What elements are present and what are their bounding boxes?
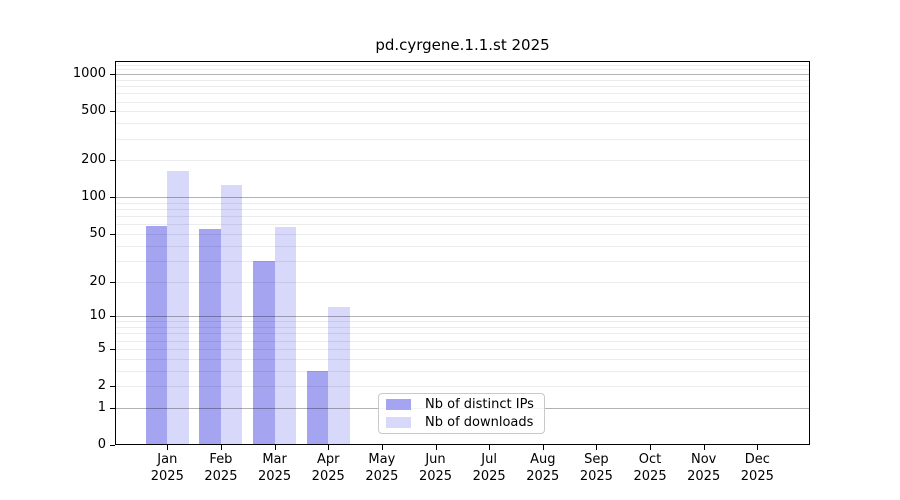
x-tick-label: Sep 2025 (579, 452, 613, 484)
x-tick-mark (489, 445, 491, 450)
y-tick-label: 0 (97, 437, 106, 452)
y-tick-label: 5 (97, 340, 106, 356)
minor-gridline (116, 216, 809, 218)
minor-gridline (116, 79, 809, 81)
y-tick-mark (110, 111, 115, 113)
x-tick-mark (381, 445, 383, 450)
legend-swatch-distinct-ips (386, 399, 411, 410)
y-tick-mark (110, 74, 115, 76)
x-tick-mark (757, 445, 759, 450)
minor-gridline (116, 123, 809, 125)
y-tick-mark (110, 386, 115, 388)
minor-gridline (116, 260, 809, 262)
minor-gridline (116, 64, 809, 66)
bar-downloads (167, 171, 189, 445)
chart-title: pd.cyrgene.1.1.st 2025 (375, 36, 550, 54)
minor-gridline (116, 234, 809, 236)
major-gridline (116, 316, 809, 318)
minor-gridline (116, 101, 809, 103)
legend-label-downloads: Nb of downloads (425, 414, 534, 430)
x-tick-label: Feb 2025 (204, 452, 238, 484)
minor-gridline (116, 358, 809, 360)
minor-gridline (116, 224, 809, 226)
minor-gridline (116, 386, 809, 388)
y-tick-label: 200 (81, 152, 106, 168)
x-tick-mark (596, 445, 598, 450)
minor-gridline (116, 209, 809, 211)
minor-gridline (116, 333, 809, 335)
x-tick-label: Jun 2025 (418, 452, 453, 484)
y-tick-mark (110, 348, 115, 350)
y-tick-label: 2 (97, 378, 106, 394)
x-tick-label: Nov 2025 (687, 452, 721, 484)
y-tick-mark (110, 445, 115, 446)
x-tick-mark (167, 445, 169, 450)
x-tick-label: Mar 2025 (258, 452, 292, 484)
minor-gridline (116, 245, 809, 247)
y-tick-label: 100 (81, 189, 106, 205)
y-tick-mark (110, 316, 115, 318)
minor-gridline (116, 370, 809, 372)
minor-gridline (116, 111, 809, 113)
minor-gridline (116, 321, 809, 323)
bar-downloads (274, 227, 297, 445)
x-tick-label: Oct 2025 (633, 452, 667, 484)
minor-gridline (116, 281, 809, 283)
plot-area-border (115, 61, 810, 445)
minor-gridline (116, 138, 809, 140)
x-tick-label: May 2025 (365, 452, 399, 484)
minor-gridline (116, 93, 809, 95)
bar-distinct-ips (145, 226, 168, 445)
x-tick-label: Dec 2025 (740, 452, 774, 484)
y-tick-label: 1 (97, 399, 106, 415)
y-tick-mark (110, 407, 115, 409)
legend-label-distinct-ips: Nb of distinct IPs (425, 396, 534, 412)
y-tick-label: 20 (89, 273, 106, 289)
minor-gridline (116, 327, 809, 329)
minor-gridline (116, 340, 809, 342)
bar-distinct-ips (199, 228, 221, 445)
x-tick-mark (274, 445, 276, 450)
minor-gridline (116, 202, 809, 204)
minor-gridline (116, 348, 809, 350)
minor-gridline (116, 69, 809, 71)
y-tick-label: 10 (89, 308, 106, 324)
x-tick-mark (220, 445, 222, 450)
y-tick-label: 1000 (72, 66, 106, 82)
y-tick-mark (110, 160, 115, 162)
legend-swatch-downloads (386, 417, 411, 428)
legend-item-distinct-ips: Nb of distinct IPs (386, 396, 544, 412)
x-tick-label: Aug 2025 (526, 452, 560, 484)
bar-downloads (220, 185, 243, 445)
y-tick-label: 500 (81, 103, 106, 119)
major-gridline (116, 74, 809, 76)
y-tick-mark (110, 234, 115, 236)
bar-distinct-ips (253, 260, 275, 445)
major-gridline (116, 197, 809, 199)
x-tick-mark (328, 445, 330, 450)
minor-gridline (116, 86, 809, 88)
y-tick-mark (110, 281, 115, 283)
bar-distinct-ips (306, 370, 329, 445)
x-tick-mark (542, 445, 544, 450)
legend: Nb of distinct IPs Nb of downloads (378, 393, 545, 434)
y-tick-label: 50 (89, 226, 106, 242)
x-tick-label: Apr 2025 (311, 452, 345, 484)
bar-downloads (328, 307, 350, 445)
x-tick-label: Jul 2025 (472, 452, 506, 484)
x-tick-mark (703, 445, 705, 450)
minor-gridline (116, 160, 809, 162)
x-tick-mark (435, 445, 437, 450)
x-tick-mark (650, 445, 652, 450)
x-tick-label: Jan 2025 (150, 452, 184, 484)
legend-item-downloads: Nb of downloads (386, 414, 544, 430)
y-tick-mark (110, 197, 115, 199)
